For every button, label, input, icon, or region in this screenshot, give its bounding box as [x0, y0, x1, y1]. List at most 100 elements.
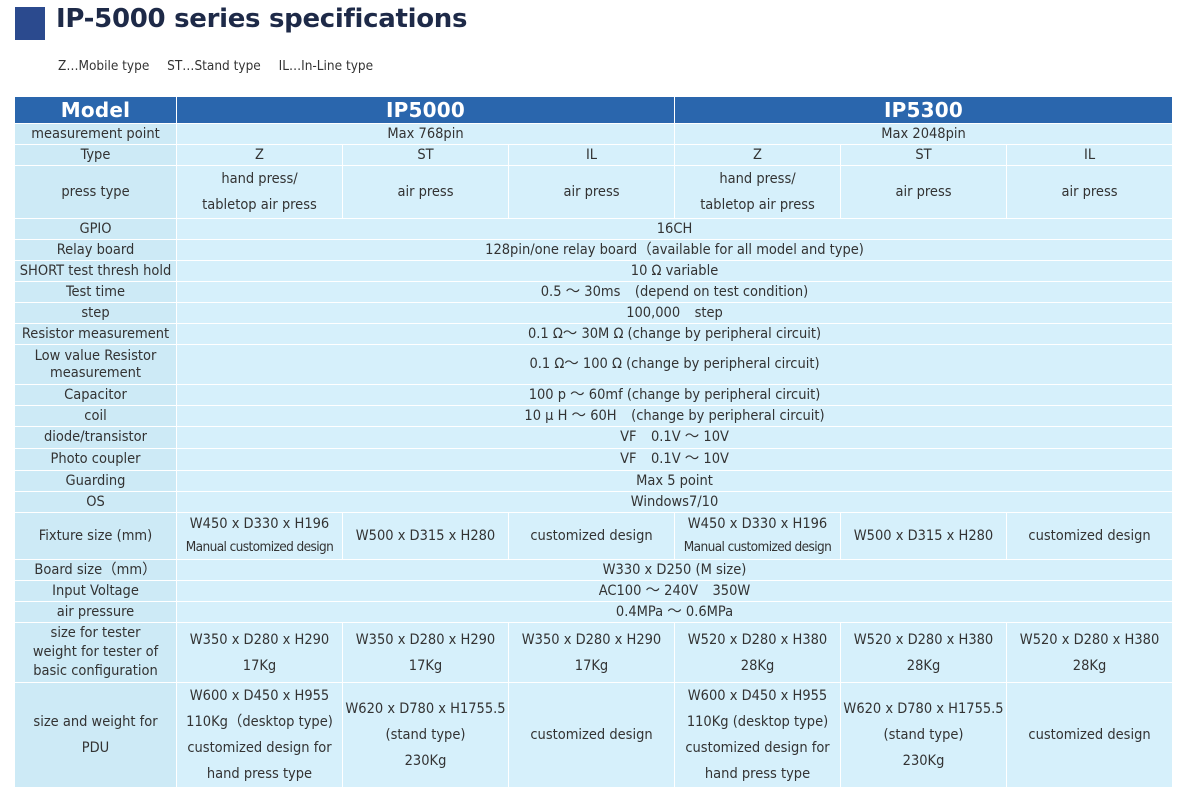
- row-label-line: size and weight for: [33, 714, 158, 730]
- cell-line: 17Kg: [408, 657, 443, 674]
- row-label-line: measurement: [50, 364, 141, 381]
- cell-line: 28Kg: [1072, 657, 1107, 674]
- table-row: Relay board 128pin/one relay board（avail…: [14, 239, 1174, 261]
- cell: 0.1 Ω～ 100 Ω (change by peripheral circu…: [175, 344, 1174, 385]
- type-legend: Z…Mobile type ST…Stand type IL…In-Line t…: [58, 58, 387, 74]
- cell: 10 μ H ～ 60H (change by peripheral circu…: [175, 405, 1174, 427]
- row-label: air pressure: [14, 601, 177, 623]
- cell: W450 x D330 x H196 Manual customized des…: [674, 512, 842, 560]
- cell: W620 x D780 x H1755.5 (stand type) 230Kg: [840, 682, 1008, 788]
- row-label-line: basic configuration: [33, 663, 158, 679]
- table-row: Resistor measurement 0.1 Ω～ 30M Ω (chang…: [14, 323, 1174, 345]
- cell: W600 x D450 x H955 110Kg (desktop type) …: [674, 682, 842, 788]
- table-row: press type hand press/ tabletop air pres…: [14, 165, 1174, 219]
- table-row: measurement point Max 768pin Max 2048pin: [14, 123, 1174, 145]
- row-label: Fixture size (mm): [14, 512, 177, 560]
- cell: 100 p ～ 60mf (change by peripheral circu…: [175, 384, 1174, 406]
- cell: customized design: [507, 682, 676, 788]
- cell: W600 x D450 x H955 110Kg（desktop type) c…: [176, 682, 343, 788]
- cell: air press: [342, 165, 509, 219]
- cell-line: (stand type): [883, 727, 964, 743]
- cell-line: hand press/: [221, 171, 298, 187]
- cell: hand press/ tabletop air press: [674, 165, 842, 219]
- row-label: coil: [14, 405, 177, 427]
- row-label: press type: [14, 165, 177, 219]
- row-label: Capacitor: [14, 384, 177, 406]
- row-label: Low value Resistor measurement: [14, 344, 177, 385]
- row-label: OS: [14, 491, 177, 513]
- cell: W520 x D280 x H380 28Kg: [674, 622, 842, 683]
- table-row: Board size（mm） W330 x D250 (M size): [14, 559, 1174, 581]
- cell-line: 230Kg: [404, 753, 447, 769]
- row-label: size for tester weight for tester of bas…: [14, 622, 177, 683]
- table-row: Fixture size (mm) W450 x D330 x H196 Man…: [14, 512, 1174, 560]
- row-label-line: Low value Resistor: [34, 347, 157, 364]
- cell-line: W350 x D280 x H290: [521, 631, 662, 648]
- cell-line: Manual customized design: [185, 539, 334, 555]
- row-label: Type: [14, 144, 177, 166]
- cell: W520 x D280 x H380 28Kg: [840, 622, 1008, 683]
- cell: ST: [840, 144, 1008, 166]
- legend-z: Z…Mobile type: [58, 58, 150, 74]
- cell-line: hand press type: [704, 766, 811, 782]
- title-square-icon: [15, 7, 45, 40]
- table-row: Capacitor 100 p ～ 60mf (change by periph…: [14, 384, 1174, 406]
- row-label-line: weight for tester of: [32, 644, 159, 660]
- cell: AC100 ～ 240V 350W: [175, 580, 1174, 602]
- table-row: OS Windows7/10: [14, 491, 1174, 513]
- cell-line: 17Kg: [574, 657, 609, 674]
- cell: Z: [674, 144, 842, 166]
- row-label: Guarding: [14, 470, 177, 492]
- cell: customized design: [1006, 512, 1174, 560]
- row-label: measurement point: [14, 123, 177, 145]
- cell: 0.4MPa ～ 0.6MPa: [175, 601, 1174, 623]
- cell-line: W600 x D450 x H955: [189, 688, 330, 704]
- cell-line: hand press type: [206, 766, 313, 782]
- table-row: Photo coupler VF 0.1V ～ 10V: [14, 448, 1174, 471]
- cell: IL: [507, 144, 676, 166]
- cell-line: (stand type): [385, 727, 466, 743]
- cell-line: tabletop air press: [700, 197, 815, 213]
- cell: 128pin/one relay board（available for all…: [175, 239, 1174, 261]
- cell-line: 110Kg（desktop type): [186, 714, 333, 730]
- cell: Max 2048pin: [674, 123, 1174, 145]
- table-row: Guarding Max 5 point: [14, 470, 1174, 492]
- cell-line: 28Kg: [740, 657, 775, 674]
- cell: air press: [840, 165, 1008, 219]
- cell-line: customized design for: [685, 740, 830, 756]
- table-row: step 100,000 step: [14, 302, 1174, 324]
- cell-line: W620 x D780 x H1755.5: [843, 701, 1004, 717]
- cell-line: Manual customized design: [683, 539, 832, 555]
- table-row: diode/transistor VF 0.1V ～ 10V: [14, 426, 1174, 449]
- cell-line: 110Kg (desktop type): [686, 714, 829, 730]
- cell: Windows7/10: [175, 491, 1174, 513]
- cell: W500 x D315 x H280: [840, 512, 1008, 560]
- cell-line: tabletop air press: [202, 197, 317, 213]
- cell: 0.1 Ω～ 30M Ω (change by peripheral circu…: [175, 323, 1174, 345]
- cell: W520 x D280 x H380 28Kg: [1006, 622, 1174, 683]
- header-model: Model: [14, 96, 177, 124]
- cell: 100,000 step: [175, 302, 1174, 324]
- row-label-line: size for tester: [50, 625, 141, 641]
- table-row: Test time 0.5 ～ 30ms (depend on test con…: [14, 281, 1174, 303]
- cell: W350 x D280 x H290 17Kg: [176, 622, 343, 683]
- cell-line: W450 x D330 x H196: [189, 516, 330, 532]
- cell: Max 768pin: [175, 123, 676, 145]
- cell-line: W350 x D280 x H290: [189, 631, 330, 648]
- cell: 0.5 ～ 30ms (depend on test condition): [175, 281, 1174, 303]
- table-row: size and weight for PDU W600 x D450 x H9…: [14, 682, 1174, 788]
- spec-table: Model IP5000 IP5300 measurement point Ma…: [14, 96, 1174, 788]
- cell-line: 17Kg: [242, 657, 277, 674]
- header-row: Model IP5000 IP5300: [14, 96, 1174, 124]
- row-label: GPIO: [14, 218, 177, 240]
- header-ip5000: IP5000: [175, 96, 676, 124]
- cell: air press: [1006, 165, 1174, 219]
- row-label: Photo coupler: [14, 448, 177, 471]
- cell: 16CH: [175, 218, 1174, 240]
- page-title: IP-5000 series specifications: [56, 4, 468, 34]
- table-row: air pressure 0.4MPa ～ 0.6MPa: [14, 601, 1174, 623]
- cell-line: W600 x D450 x H955: [687, 688, 828, 704]
- row-label: step: [14, 302, 177, 324]
- cell: W350 x D280 x H290 17Kg: [507, 622, 676, 683]
